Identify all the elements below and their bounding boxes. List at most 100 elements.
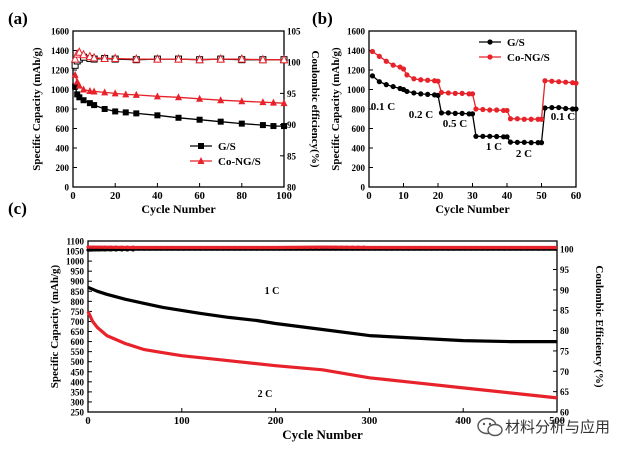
panel-1-ytick-label: 600 [352,124,366,134]
panel-1-series-0-point [383,82,389,88]
panel-1-series-0-point [556,104,562,111]
panel-0-series-0-point [112,108,119,115]
panel-2-series-3-point [317,245,321,250]
panel-2-series-3-point [108,245,113,249]
panel-1-series-0-point [376,79,382,85]
panel-2-ytick-label: 550 [71,347,85,357]
panel-2-ylabel: Specific Capacity (mAh/g) [49,264,61,388]
panel-2-series-3-point [553,245,557,250]
panel-0-y2tick-label: 95 [287,89,297,99]
panel-2-series-3-point [525,245,529,250]
panel-1-xtick-label: 30 [467,191,478,202]
panel-1-series-0-point [480,133,486,139]
panel-2-y2tick-label: 65 [560,387,570,397]
panel-2-y2tick-label: 85 [560,306,570,316]
panel-2-series-3-point [345,245,349,249]
panel-2-series-3-point [362,245,366,249]
panel-1-series-1-point [438,89,445,96]
panel-1-series-1-point [487,107,493,113]
panel-0-series-3-point [258,54,268,64]
panel-1-series-1-point [452,90,458,96]
panel-1-series-0-point [542,105,548,111]
panel-0-series-1-point [196,94,204,102]
panel-1-series-1-point [390,62,396,68]
panel-2-series-3-point [390,245,394,250]
panel-1-legend-marker [487,39,493,45]
panel-2-series-3-point [176,245,180,250]
panel-2-series-3-point [407,245,411,250]
panel-1-series-1-point [473,106,479,112]
panel-2-ytick-label: 500 [71,357,85,367]
panel-2-ytick-label: 350 [71,387,85,397]
wechat-icon [477,417,503,437]
panel-2-series-2-point [103,248,107,252]
panel-0-series-1-point [280,99,288,107]
panel-1-rate-label: 1 C [486,141,502,153]
panel-2-series-3-point [440,245,445,250]
panel-2-frame [87,240,558,413]
panel-0-y2label: Coulombic efficiency(%) [309,51,321,168]
panel-2-y2tick-label: 70 [560,367,570,377]
panel-2-series-3-point [137,245,141,250]
panel-2-y2tick-label: 100 [560,245,574,255]
panel-1-xtick-label: 20 [433,191,444,202]
panel-2-series-2-point [97,248,101,252]
panel-0-legend-marker [197,157,205,164]
panel-1-series-0-point [390,83,396,90]
panel-2-xtick-label: 400 [455,416,471,427]
watermark-text: 材料分析与应用 [505,418,611,436]
panel-0-xtick-label: 80 [237,191,248,202]
panel-2-xtick-label: 100 [174,416,190,427]
panel-2-series-3-point [300,245,304,250]
panel-2-series-3-point [86,245,90,249]
panel-1-series-1-point [376,53,382,59]
panel-1-ylabel: Specific Capacity (mAh/g) [330,47,342,171]
panel-1-series-0-point [504,134,510,140]
panel-1-series-1-point [556,79,562,85]
panel-0-series-3-point [174,53,183,63]
panel-1-series-0-point [473,133,479,139]
panel-2-series-3-point [272,245,276,250]
panel-1-series-1-point [418,77,424,83]
panel-2-series-2-point [108,248,113,252]
panel-2-series-3-point [502,245,507,250]
panel-1-series-0-point [573,106,579,112]
panel-1-ytick-label: 1000 [347,85,366,95]
panel-2-series-3-point [334,245,338,249]
panel-2-series-3-point [92,245,96,249]
panel-1-series-1-point [411,76,417,82]
panel-2-series-3-point [384,245,388,250]
panel-1-series-1-point [573,80,579,86]
panel-0-y2tick-label: 85 [287,151,297,161]
panel-1-series-1-point [563,79,569,85]
panel-2-ytick-label: 400 [71,377,85,387]
panel-2-series-3-point [193,245,197,250]
panel-2-series-3-point [497,245,501,250]
panel-1-series-0-point [435,92,441,98]
panel-0-series-0-point [86,100,93,107]
panel-2-label: (c) [8,199,27,218]
panel-0-ytick-label: 0 [65,183,70,193]
panel-2-y2tick-label: 75 [560,346,570,356]
panel-0-xlabel: Cycle Number [141,202,216,216]
panel-2-series-3-point [446,245,450,250]
panel-0-y2tick-label: 80 [287,183,297,193]
panel-1-rate-label: 2 C [516,148,532,160]
panel-0-series-0-point [270,123,277,130]
panel-1-series-1-point [494,107,500,113]
panel-0-y2tick-label: 90 [287,120,297,130]
panel-2-series-3-point [198,245,203,250]
panel-1-series-0-point [411,90,417,96]
panel-2-series-3-point [418,245,422,250]
panel-0-series-0-point [281,123,287,130]
panel-1-series-1-point [469,91,476,97]
panel-2-series-3-point [491,245,495,250]
panel-1-series-1-point [528,116,534,122]
panel-1-series-1-point [504,107,510,114]
panel-1-xtick-label: 10 [398,191,409,202]
panel-2-series-3-point [412,245,417,250]
panel-1-label: (b) [312,9,333,28]
panel-1-series-0-point [369,73,376,79]
panel-0-series-1-point [175,93,182,101]
